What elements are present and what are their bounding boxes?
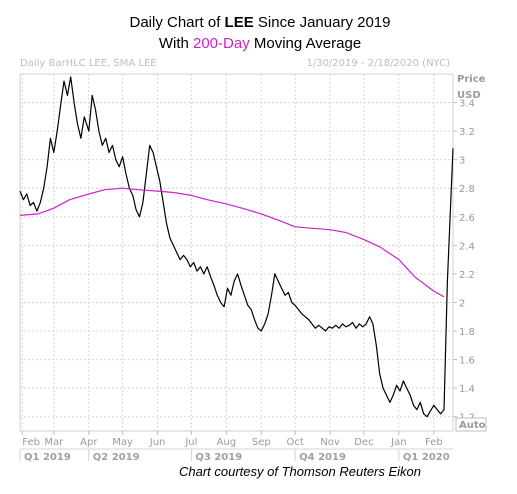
x-tick-label: Apr <box>80 437 98 448</box>
quarter-axis: Q1 2019 Q2 2019 Q3 2019 Q4 2019 Q1 2020 <box>19 448 453 463</box>
auto-scale-button[interactable] <box>455 417 487 432</box>
price-series-line <box>19 76 454 418</box>
y-tick-label: 2.4 <box>459 241 475 252</box>
subtitle-accent: 200-Day <box>193 35 250 52</box>
x-tick-label: Dec <box>354 437 373 448</box>
x-tick-label: Aug <box>217 437 237 448</box>
y-tick-label: 2.6 <box>459 213 475 224</box>
y-tick-label: 1.6 <box>459 356 475 367</box>
y-axis-ticks: 3.43.232.82.62.42.221.81.61.41.2 <box>453 99 475 424</box>
y-tick-label: 2 <box>459 298 465 309</box>
x-tick-label: Sep <box>252 437 271 448</box>
price-axis-label: Price <box>457 74 486 85</box>
plot-frame <box>19 73 454 432</box>
y-tick-label: 1.4 <box>459 384 475 395</box>
x-tick-label: May <box>112 437 133 448</box>
series-layer <box>19 76 454 418</box>
x-tick-label: Jun <box>149 437 166 448</box>
date-range-label: 1/30/2019 - 2/18/2020 (NYC) <box>306 58 450 69</box>
x-tick-label: Mar <box>44 437 64 448</box>
quarter-label: Q2 2019 <box>93 452 140 463</box>
moving-average-line <box>19 187 445 298</box>
y-tick-label: 2.8 <box>459 184 475 195</box>
x-tick-label: Jul <box>184 437 197 448</box>
x-axis-ticks: Feb Mar Apr May Jun Jul Aug Sep Oct Nov Dec Jan Feb <box>21 431 443 448</box>
quarter-label: Q4 2019 <box>299 452 346 463</box>
y-tick-label: 3 <box>459 156 465 167</box>
title-prefix: Daily Chart of <box>130 14 225 31</box>
quarter-label: Q1 2019 <box>24 452 71 463</box>
y-tick-label: 3.4 <box>459 99 475 110</box>
chart-credit: Chart courtesy of Thomson Reuters Eikon <box>179 464 421 479</box>
grid <box>20 74 453 431</box>
quarter-label: Q1 2020 <box>403 452 450 463</box>
x-tick-label: Jan <box>390 437 406 448</box>
x-tick-label: Feb <box>425 437 443 448</box>
quarter-label: Q3 2019 <box>195 452 242 463</box>
auto-scale-label: Auto <box>459 420 486 431</box>
x-tick-label: Feb <box>22 437 40 448</box>
y-tick-label: 2.2 <box>459 270 475 281</box>
title-ticker: LEE <box>225 14 254 31</box>
x-tick-label: Nov <box>320 437 340 448</box>
y-tick-label: 1.8 <box>459 327 475 338</box>
subtitle-suffix: Moving Average <box>250 35 361 52</box>
chart-title-line-1: Daily Chart of LEE Since January 2019 <box>130 14 391 31</box>
subtitle-prefix: With <box>159 35 193 52</box>
y-tick-label: 3.2 <box>459 127 475 138</box>
title-suffix: Since January 2019 <box>254 14 391 31</box>
currency-axis-label: USD <box>457 90 481 101</box>
study-label: Daily BarHLC LEE, SMA LEE <box>20 58 157 69</box>
chart-title-line-2: With 200-Day Moving Average <box>159 35 361 52</box>
x-tick-label: Oct <box>286 437 303 448</box>
